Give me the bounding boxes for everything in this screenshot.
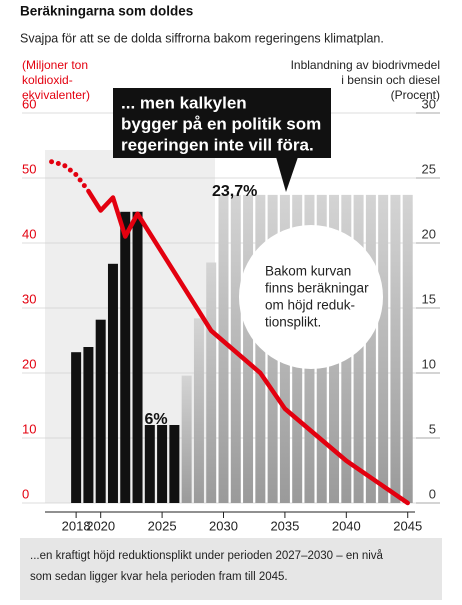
y2-tick-label: 0 xyxy=(429,486,436,501)
y2-tick-label: 10 xyxy=(422,356,436,371)
chart-subtitle: Svajpa för att se de dolda siffrorna bak… xyxy=(20,31,384,45)
x-tick-label: 2030 xyxy=(209,518,238,533)
y2-tick-label: 30 xyxy=(422,96,436,111)
line xyxy=(86,188,410,506)
y-tick-label: 0 xyxy=(22,486,29,501)
y2-axis-label: i bensin och diesel xyxy=(341,73,440,87)
bar xyxy=(181,375,192,503)
y-tick-label: 60 xyxy=(22,96,36,111)
caption-text: ...en kraftigt höjd reduktionsplikt unde… xyxy=(30,550,384,562)
x-tick-label: 2040 xyxy=(332,518,361,533)
y-tick-label: 20 xyxy=(22,356,36,371)
bar xyxy=(169,425,180,503)
y2-axis-label: (Procent) xyxy=(391,88,440,102)
bar xyxy=(157,425,168,503)
circle-text: om höjd reduk- xyxy=(265,298,355,313)
y2-tick-label: 15 xyxy=(422,291,436,306)
peak-label: 23,7% xyxy=(212,183,257,200)
bar xyxy=(71,352,82,503)
circle-text: Bakom kurvan xyxy=(265,264,351,279)
y-axis-label: ekvivalenter) xyxy=(22,88,90,102)
bar xyxy=(402,194,413,503)
bar xyxy=(95,319,106,503)
bar xyxy=(255,194,266,503)
y2-tick-label: 5 xyxy=(429,421,436,436)
callout-box xyxy=(113,88,331,158)
note-circle xyxy=(239,225,383,369)
callout-pointer xyxy=(276,157,298,192)
bar xyxy=(132,211,143,504)
chart-title: Beräkningarna som doldes xyxy=(20,4,193,19)
callout-text: ... men kalkylen xyxy=(121,93,247,112)
y2-tick-label: 25 xyxy=(422,161,436,176)
y-tick-label: 30 xyxy=(22,291,36,306)
bar xyxy=(144,425,155,503)
bar xyxy=(243,194,254,503)
y-tick-label: 10 xyxy=(22,421,36,436)
bar xyxy=(390,194,401,503)
bar xyxy=(107,263,118,503)
y-axis-label: koldioxid- xyxy=(22,73,73,87)
y-tick-label: 50 xyxy=(22,161,36,176)
x-tick-label: 2045 xyxy=(393,518,422,533)
y-axis-label: (Miljoner ton xyxy=(22,58,88,72)
circle-text: tionsplikt. xyxy=(265,315,321,330)
bar xyxy=(206,262,217,503)
bar xyxy=(83,347,94,503)
callout-text: regeringen inte vill föra. xyxy=(121,135,314,154)
line xyxy=(49,159,91,194)
x-tick-label: 2025 xyxy=(148,518,177,533)
bar xyxy=(193,318,204,503)
bar xyxy=(120,211,131,504)
y-tick-label: 40 xyxy=(22,226,36,241)
y2-tick-label: 20 xyxy=(422,226,436,241)
callout-text: bygger på en politik som xyxy=(121,114,321,133)
bar xyxy=(365,194,376,503)
circle-text: finns beräkningar xyxy=(265,281,369,296)
low-label: 6% xyxy=(144,411,167,428)
bar xyxy=(378,194,389,503)
x-tick-label: 2020 xyxy=(86,518,115,533)
caption-box xyxy=(20,538,442,600)
x-tick-label: 2035 xyxy=(270,518,299,533)
x-tick-label: 2018 xyxy=(62,518,91,533)
y2-axis-label: Inblandning av biodrivmedel xyxy=(291,58,440,72)
caption-text: som sedan ligger kvar hela perioden fram… xyxy=(30,571,288,583)
bar xyxy=(218,194,229,503)
